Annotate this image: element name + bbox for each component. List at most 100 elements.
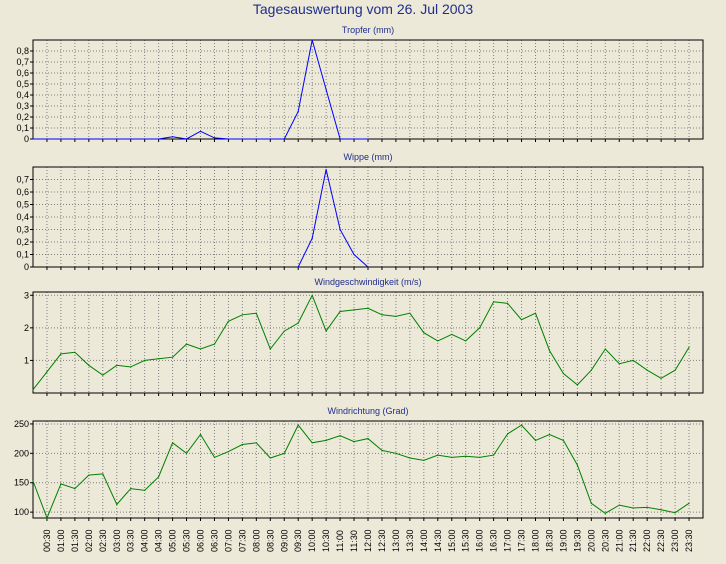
x-tick-label: 02:30 [98,529,108,552]
x-tick-label: 09:00 [279,529,289,552]
data-point [32,480,34,482]
data-point [618,504,620,506]
data-point [46,138,48,140]
y-tick-label: 0,7 [16,57,29,67]
data-point [269,348,271,350]
data-point [185,138,188,140]
data-point [172,136,174,138]
data-point [297,266,299,268]
data-point [269,138,271,140]
data-point [130,366,132,368]
y-tick-label: 0,4 [16,212,29,222]
data-point [674,512,676,514]
y-tick-label: 0,6 [16,187,29,197]
data-point [576,464,579,466]
data-point [297,322,299,324]
data-point [548,433,551,436]
data-point [283,452,285,454]
data-point [437,340,439,342]
data-point [88,364,90,366]
data-point [465,340,467,342]
x-tick-label: 19:30 [572,529,582,552]
data-point [102,374,104,376]
data-point [311,442,313,444]
y-tick-label: 0,8 [16,46,29,56]
data-point [339,435,341,437]
x-tick-label: 05:00 [168,529,178,552]
x-tick-label: 20:00 [586,529,596,552]
x-tick-label: 17:00 [503,529,513,552]
y-tick-label: 250 [14,419,29,429]
x-tick-label: 16:30 [489,529,499,552]
y-tick-label: 200 [14,448,29,458]
x-tick-label: 14:30 [433,529,443,552]
data-point [144,138,146,140]
x-tick-label: 08:30 [265,529,275,552]
y-tick-label: 0,6 [16,68,29,78]
data-point [185,452,188,454]
y-tick-label: 0,1 [16,250,29,260]
series-line [297,169,369,268]
data-point [562,372,565,375]
data-point [325,168,327,171]
data-point [688,502,690,504]
x-tick-label: 22:30 [656,529,666,552]
y-tick-label: 0,1 [16,123,29,133]
data-point [576,384,579,386]
data-point [507,433,509,435]
data-point [507,302,509,304]
data-point [493,301,495,303]
y-tick-label: 2 [24,323,29,333]
y-tick-label: 0,4 [16,90,29,100]
plot-area [33,40,703,139]
x-tick-label: 04:00 [140,529,150,552]
data-point [158,358,160,360]
series-line [32,424,690,520]
data-point [116,364,118,366]
x-tick-label: 00:30 [42,529,52,552]
panel-title: Wippe (mm) [344,152,393,162]
data-point [660,377,662,379]
x-tick-label: 14:00 [419,529,429,552]
data-point [618,363,620,365]
data-point [451,333,453,335]
y-tick-label: 1 [24,355,29,365]
x-tick-label: 07:30 [237,529,247,552]
x-tick-label: 18:00 [531,529,541,552]
data-point [283,138,285,140]
panel-title: Windrichtung (Grad) [327,406,408,416]
data-point [520,424,523,426]
data-point [660,509,662,511]
data-point [60,483,62,485]
data-point [74,138,76,140]
data-point [688,346,690,348]
data-point [158,476,160,478]
data-point [213,456,216,458]
data-point [646,506,648,508]
data-point [367,138,369,140]
data-point [604,348,606,350]
x-tick-label: 19:00 [558,529,568,552]
x-tick-label: 03:00 [112,529,122,552]
data-point [353,138,355,140]
x-tick-label: 13:00 [391,529,401,552]
data-point [367,438,369,440]
x-tick-label: 23:30 [684,529,694,552]
data-point [130,138,132,140]
data-point [646,369,648,371]
y-tick-label: 150 [14,478,29,488]
data-point [311,294,313,296]
data-point [199,130,202,132]
data-point [590,502,592,504]
data-point [632,359,634,361]
y-tick-label: 0,2 [16,112,29,122]
y-tick-label: 0,5 [16,79,29,89]
series-line [32,294,690,391]
x-tick-label: 11:00 [335,530,345,552]
data-point [255,442,257,444]
data-point [395,452,397,454]
x-tick-label: 12:30 [377,529,387,552]
data-point [74,488,76,490]
data-point [367,307,369,309]
x-tick-label: 02:00 [84,529,94,552]
